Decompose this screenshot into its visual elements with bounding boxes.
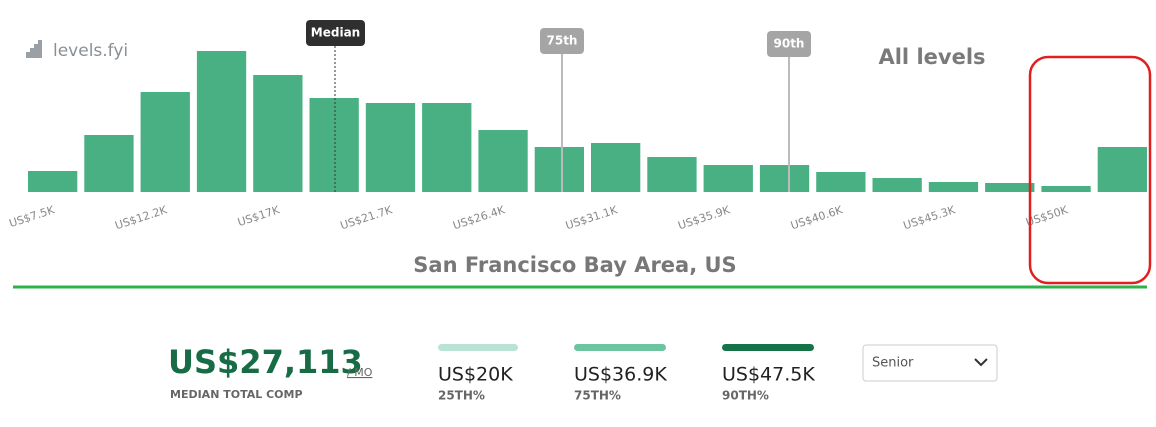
- x-tick-label: US$40.6K: [789, 203, 845, 232]
- p90-marker: 90th: [767, 31, 811, 192]
- select-box[interactable]: [862, 344, 998, 382]
- median-value: US$27,113: [168, 343, 363, 381]
- bar: [1041, 186, 1091, 192]
- bar: [478, 130, 528, 192]
- logo: levels.fyi: [26, 40, 128, 61]
- median-unit: / MO: [347, 366, 373, 379]
- select-chevron[interactable]: [974, 358, 988, 367]
- bar: [534, 147, 584, 192]
- marker-box: [306, 20, 365, 46]
- highlight-annotation: [1028, 55, 1152, 285]
- marker-label: Median: [311, 26, 360, 40]
- marker-box: [767, 31, 811, 57]
- x-tick-label: US$7.5K: [8, 203, 57, 230]
- bar: [365, 103, 416, 192]
- brand: levels.fyi: [53, 41, 128, 61]
- bar: [816, 172, 866, 192]
- bar: [591, 143, 641, 192]
- bar: [759, 165, 810, 192]
- percentile-label: 25TH%: [438, 389, 485, 403]
- chart-title: All levels: [878, 45, 985, 69]
- bar: [985, 183, 1035, 192]
- median-marker: Median: [306, 20, 365, 192]
- percentile-value: US$36.9K: [574, 364, 667, 386]
- marker-label: 90th: [774, 37, 805, 51]
- marker-label: 75th: [547, 34, 578, 48]
- bar: [928, 182, 979, 192]
- x-tick-label: US$21.7K: [339, 203, 395, 232]
- select-value[interactable]: Senior: [872, 356, 914, 371]
- logo-icon: [26, 40, 42, 58]
- x-tick-label: US$35.9K: [676, 203, 732, 232]
- x-tick-label: US$31.1K: [564, 203, 620, 232]
- bar: [872, 178, 922, 192]
- percentile-label: 90TH%: [722, 389, 769, 403]
- bar: [28, 171, 78, 192]
- percentiles: US$20K 25TH% US$36.9K 75TH% US$47.5K 90TH%: [438, 344, 815, 403]
- percentile-value: US$47.5K: [722, 364, 815, 386]
- bar: [309, 98, 359, 192]
- bar: [253, 75, 303, 192]
- bar: [422, 103, 472, 192]
- bar: [84, 135, 134, 192]
- bar: [196, 51, 247, 192]
- x-tick-label: US$26.4K: [451, 203, 507, 232]
- bar: [703, 165, 753, 192]
- x-tick-label: US$45.3K: [902, 203, 958, 232]
- level-select[interactable]: Senior: [862, 344, 998, 382]
- percentile-value: US$20K: [438, 364, 513, 386]
- bar: [140, 92, 190, 192]
- p75-marker: 75th: [540, 28, 584, 192]
- marker-box: [540, 28, 584, 54]
- bar: [647, 157, 697, 192]
- percentile-bar: [438, 344, 518, 351]
- percentile-label: 75TH%: [574, 389, 621, 403]
- chart-subtitle: San Francisco Bay Area, US: [413, 253, 736, 277]
- median-label: MEDIAN TOTAL COMP: [170, 388, 303, 401]
- x-tick-label: US$17K: [236, 203, 282, 229]
- percentile-bar: [722, 344, 814, 351]
- x-tick-label: US$12.2K: [113, 203, 169, 232]
- percentile-bar: [574, 344, 666, 351]
- bars: US$7.5K US$12.2K US$17K US$21.7K US$26.4K US$…: [8, 51, 1147, 232]
- bar: [1097, 147, 1147, 192]
